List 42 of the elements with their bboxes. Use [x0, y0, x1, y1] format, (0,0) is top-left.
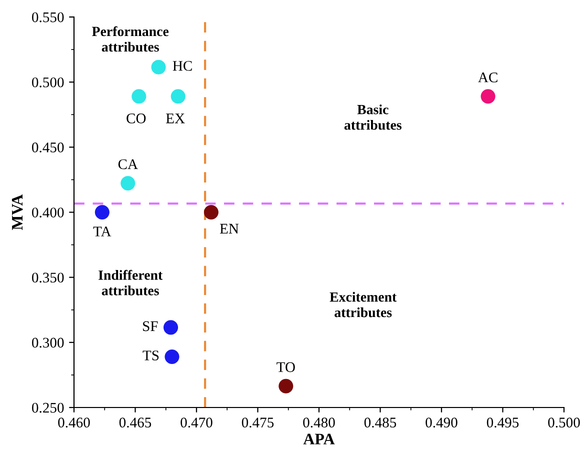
y-tick-label: 0.550 [32, 12, 64, 22]
point [204, 204, 218, 220]
x-tick-label: 0.460 [58, 418, 90, 428]
annotation: EN [220, 224, 239, 234]
y-tick-label: 0.500 [32, 77, 64, 88]
point [480, 89, 496, 104]
annotation: Performance attributes [92, 26, 169, 52]
x-tick-label: 0.465 [119, 418, 152, 428]
y-tick-label: 0.400 [32, 208, 64, 218]
annotation: HC [172, 60, 192, 71]
y-tick-label: 0.350 [32, 272, 64, 283]
x-tick-label: 0.470 [180, 418, 212, 428]
annotation: TO [276, 362, 295, 372]
point [164, 349, 180, 364]
x-tick-label: 0.495 [486, 418, 519, 428]
point [170, 89, 186, 104]
annotation: AC [478, 72, 498, 82]
annotation: Excitement attributes [330, 292, 397, 318]
x-tick-label: 0.480 [303, 418, 335, 428]
y-tick-label: 0.450 [32, 142, 64, 152]
annotation: EX [166, 114, 185, 124]
point [278, 378, 294, 394]
annotation: Indifferent attributes [98, 270, 163, 296]
x-axis-title: APA [303, 434, 335, 444]
x-tick-label: 0.475 [242, 418, 274, 428]
annotation: CA [118, 159, 138, 170]
point [151, 60, 166, 74]
annotation: TS [142, 350, 159, 360]
point [94, 204, 110, 220]
annotation: TA [93, 226, 112, 236]
annotation: CO [126, 114, 146, 124]
point [163, 320, 178, 335]
x-tick-label: 0.500 [548, 418, 580, 428]
point [132, 89, 146, 104]
x-tick-label: 0.490 [426, 418, 458, 428]
y-tick-label: 0.250 [32, 402, 64, 413]
point [120, 176, 136, 191]
y-tick-label: 0.300 [32, 338, 64, 348]
annotation: SF [143, 321, 158, 332]
y-axis-title: MVA [12, 194, 23, 230]
x-tick-label: 0.485 [364, 418, 396, 428]
annotation: Basic attributes [344, 104, 402, 130]
